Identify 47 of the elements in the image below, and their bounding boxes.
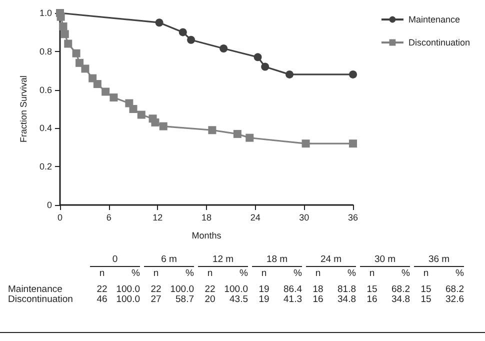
y-axis-title: Fraction Survival: [18, 75, 28, 143]
point: [64, 40, 72, 48]
point: [129, 105, 138, 113]
y-tick-label: 0: [46, 200, 52, 210]
x-tick-label: 30: [299, 212, 310, 222]
point: [302, 140, 310, 148]
text: Discontinuation 46 100.0 27 58.7 20 43.5 19 41.3 16 34.8 16 34.8 15 32.6: [8, 294, 464, 305]
point: [159, 122, 168, 130]
point: [178, 28, 187, 36]
x-axis-title: Months: [192, 230, 222, 240]
x-tick-label: 18: [201, 212, 212, 222]
point: [110, 93, 118, 102]
x-tick-label: 6: [106, 212, 112, 222]
point: [254, 53, 262, 62]
point: [233, 130, 242, 138]
text: 0 6 m 12 m 18 m 24 m 30 m 36 m: [112, 254, 450, 265]
x-tick-label: 12: [152, 212, 163, 222]
point: [187, 36, 196, 44]
legend-label: Maintenance: [408, 14, 460, 24]
point: [102, 88, 110, 96]
point: [349, 140, 357, 148]
x-tick-label: 24: [250, 212, 260, 222]
y-tick-label: 0.2: [39, 162, 52, 172]
x-tick-label: 36: [348, 212, 358, 222]
point: [93, 80, 102, 88]
point: [76, 58, 84, 67]
point: [246, 134, 254, 142]
text: Maintenance 22 100.0 22 100.0 22 100.0 19 86.4 18 81.8 15 68.2 15 68.2: [8, 284, 464, 295]
point: [81, 64, 90, 73]
legend-label: Discontinuation: [408, 38, 470, 48]
point: [137, 110, 146, 119]
point: [349, 70, 357, 78]
point: [155, 18, 164, 27]
point: [151, 118, 160, 126]
x-tick-label: 0: [57, 212, 63, 222]
point: [60, 30, 69, 38]
point: [59, 22, 68, 30]
y-tick-label: 1.0: [39, 8, 52, 18]
text: n % n % n % n % n % n % n %: [99, 268, 464, 279]
point: [72, 49, 80, 58]
y-tick-label: 0.4: [39, 123, 52, 134]
point: [208, 126, 216, 134]
y-tick-label: 0.8: [39, 46, 52, 56]
y-tick-label: 0.6: [39, 84, 52, 95]
point: [220, 44, 228, 53]
point: [286, 70, 294, 78]
point: [261, 62, 270, 71]
